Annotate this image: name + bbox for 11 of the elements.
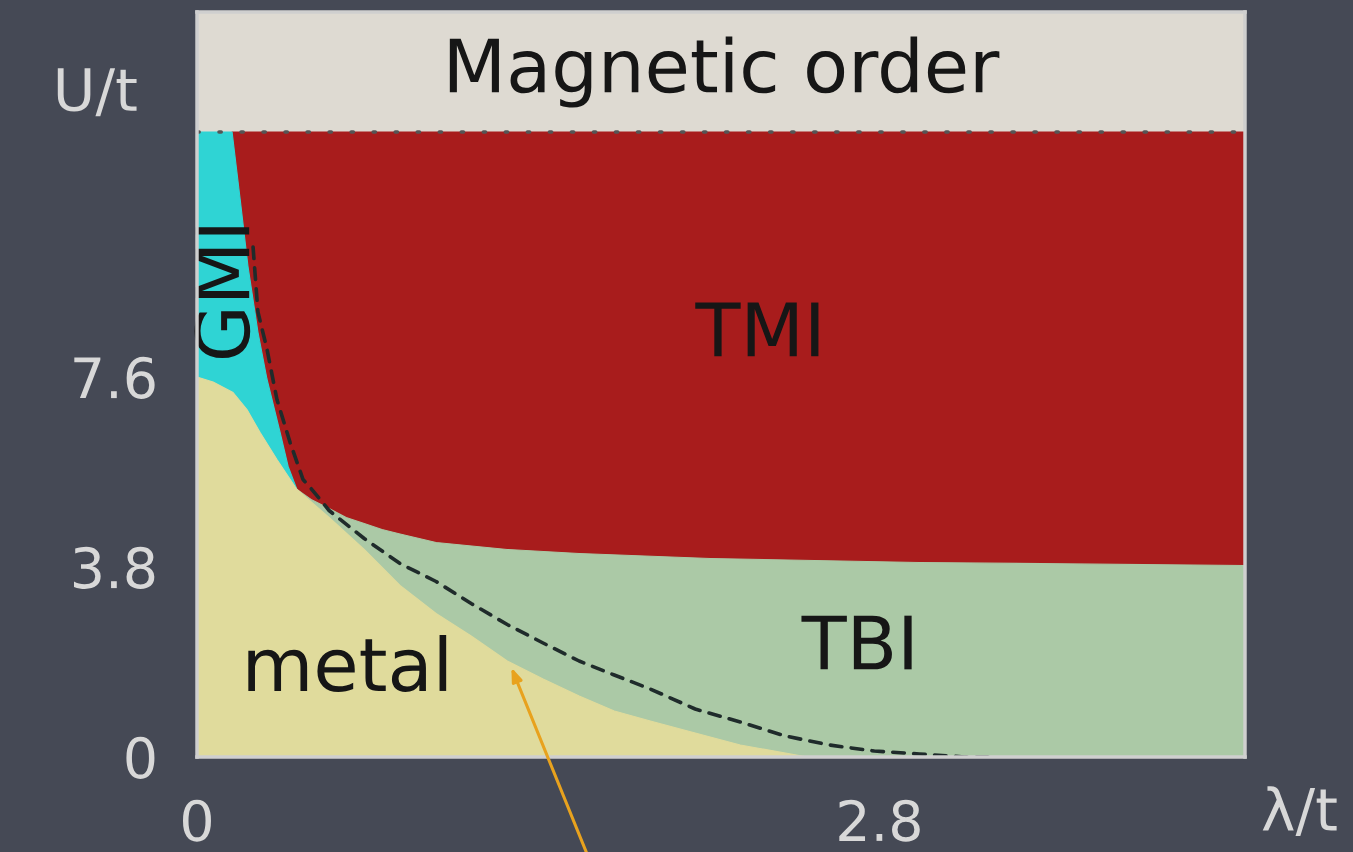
series-label: GMI (194, 227, 251, 359)
series-label: TMI (695, 302, 819, 357)
band-label: Magnetic order (449, 36, 1000, 108)
x-axis-title: λ/t (1262, 786, 1337, 836)
series-label: metal (248, 635, 447, 692)
y-axis-title: U/t (57, 68, 137, 117)
series-label: TBI (801, 615, 912, 670)
x-tick-label: 2.8 (839, 799, 920, 842)
y-tick-label: 3.8 (74, 546, 155, 589)
y-tick-label: 0 (126, 736, 155, 779)
y-tick-label: 7.6 (74, 356, 155, 399)
